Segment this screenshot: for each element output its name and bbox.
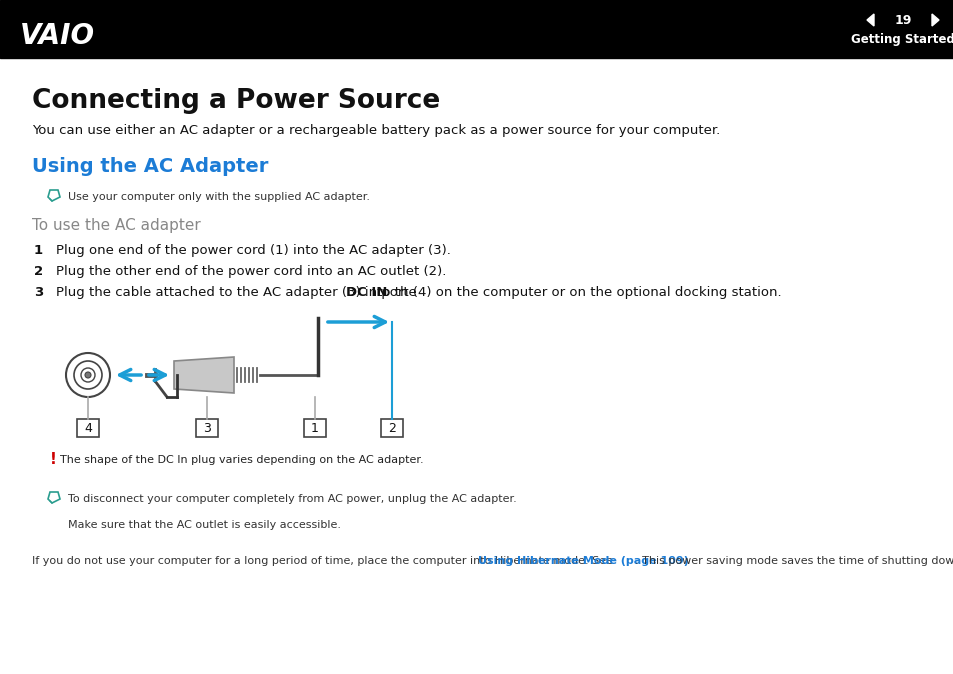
Polygon shape (931, 14, 938, 26)
Text: DC IN: DC IN (346, 286, 387, 299)
Text: If you do not use your computer for a long period of time, place the computer in: If you do not use your computer for a lo… (32, 556, 616, 566)
Text: Connecting a Power Source: Connecting a Power Source (32, 88, 439, 114)
Text: 2: 2 (34, 265, 43, 278)
Text: !: ! (50, 452, 57, 467)
Text: Plug the other end of the power cord into an AC outlet (2).: Plug the other end of the power cord int… (56, 265, 446, 278)
Text: port (4) on the computer or on the optional docking station.: port (4) on the computer or on the optio… (376, 286, 781, 299)
Text: 19: 19 (893, 13, 911, 26)
Text: 1: 1 (34, 244, 43, 257)
Text: The shape of the DC In plug varies depending on the AC adapter.: The shape of the DC In plug varies depen… (60, 455, 423, 465)
Text: Make sure that the AC outlet is easily accessible.: Make sure that the AC outlet is easily a… (68, 520, 340, 530)
Text: Use your computer only with the supplied AC adapter.: Use your computer only with the supplied… (68, 192, 370, 202)
Bar (0, 0, 953, 58)
Circle shape (85, 372, 91, 378)
Text: 2: 2 (388, 422, 395, 435)
Polygon shape (173, 357, 233, 393)
Text: Plug one end of the power cord (1) into the AC adapter (3).: Plug one end of the power cord (1) into … (56, 244, 451, 257)
FancyBboxPatch shape (380, 419, 402, 437)
Text: . This power saving mode saves the time of shutting down or resuming.: . This power saving mode saves the time … (634, 556, 953, 566)
Polygon shape (866, 14, 873, 26)
FancyBboxPatch shape (77, 419, 99, 437)
Text: 3: 3 (34, 286, 43, 299)
Text: VAIO: VAIO (20, 22, 95, 50)
Text: To disconnect your computer completely from AC power, unplug the AC adapter.: To disconnect your computer completely f… (68, 494, 517, 504)
FancyBboxPatch shape (195, 419, 218, 437)
FancyBboxPatch shape (304, 419, 326, 437)
Text: Using Hibernate Mode (page 109): Using Hibernate Mode (page 109) (477, 556, 688, 566)
Text: To use the AC adapter: To use the AC adapter (32, 218, 200, 233)
Text: 4: 4 (84, 422, 91, 435)
Text: Getting Started: Getting Started (850, 34, 953, 47)
Text: 1: 1 (311, 422, 318, 435)
Text: 3: 3 (203, 422, 211, 435)
Text: Using the AC Adapter: Using the AC Adapter (32, 157, 268, 176)
Text: Plug the cable attached to the AC adapter (3) into the: Plug the cable attached to the AC adapte… (56, 286, 420, 299)
Text: You can use either an AC adapter or a rechargeable battery pack as a power sourc: You can use either an AC adapter or a re… (32, 124, 720, 137)
